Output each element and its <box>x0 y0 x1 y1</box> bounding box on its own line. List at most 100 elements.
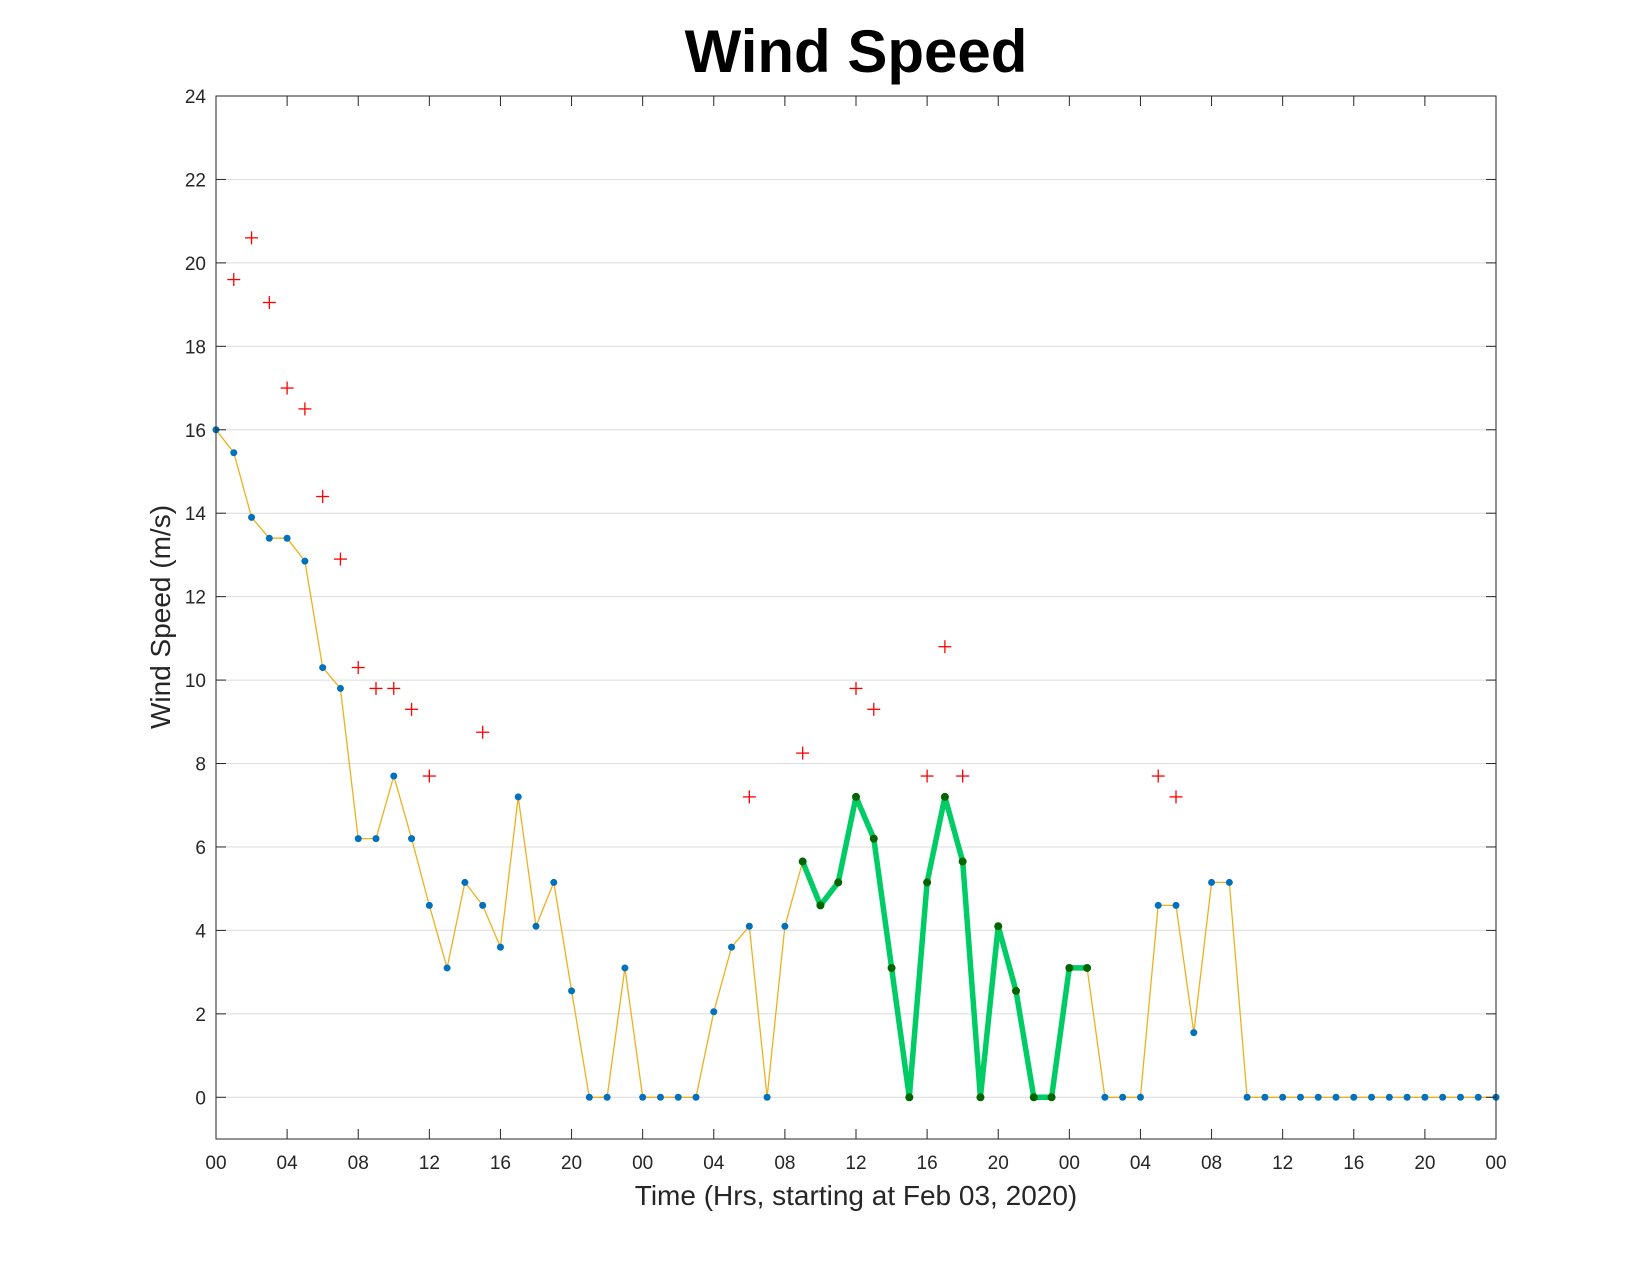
speed-data-point <box>656 1093 664 1101</box>
y-tick-label: 24 <box>185 87 207 108</box>
plot-background <box>216 96 1496 1139</box>
speed-data-point <box>230 449 238 457</box>
x-tick-label: 20 <box>988 1153 1009 1174</box>
highlighted-data-point <box>976 1093 985 1102</box>
highlighted-data-point <box>816 901 825 910</box>
speed-data-point <box>1101 1093 1109 1101</box>
gust-plus-marker <box>245 231 259 245</box>
gust-plus-marker <box>476 725 490 739</box>
y-tick-label: 20 <box>185 254 206 275</box>
speed-data-point <box>1190 1029 1198 1037</box>
highlighted-data-point <box>994 922 1003 931</box>
speed-data-point <box>692 1093 700 1101</box>
speed-data-point <box>1403 1093 1411 1101</box>
speed-data-point <box>1172 901 1180 909</box>
x-tick-label: 08 <box>774 1153 795 1174</box>
speed-data-point <box>1332 1093 1340 1101</box>
speed-data-point <box>265 534 273 542</box>
speed-data-point <box>532 922 540 930</box>
speed-data-point <box>550 878 558 886</box>
speed-data-point <box>1279 1093 1287 1101</box>
x-tick-label: 00 <box>205 1153 226 1174</box>
speed-data-point <box>1261 1093 1269 1101</box>
speed-data-point <box>621 964 629 972</box>
speed-data-point <box>1136 1093 1144 1101</box>
speed-data-point <box>319 664 327 672</box>
speed-data-point <box>728 943 736 951</box>
gust-plus-marker <box>938 640 952 654</box>
chart-title: Wind Speed <box>685 18 1028 85</box>
speed-data-point <box>1208 878 1216 886</box>
y-tick-label: 2 <box>195 1005 206 1026</box>
speed-data-point <box>1456 1093 1464 1101</box>
y-tick-label: 12 <box>185 588 206 609</box>
x-tick-label: 12 <box>845 1153 866 1174</box>
highlighted-data-point <box>940 792 949 801</box>
gust-plus-marker <box>262 296 276 310</box>
speed-data-point <box>1368 1093 1376 1101</box>
highlighted-data-point <box>887 963 896 972</box>
speed-data-point <box>1243 1093 1251 1101</box>
x-tick-label: 08 <box>348 1153 369 1174</box>
gust-plus-marker <box>920 769 934 783</box>
speed-data-point <box>1350 1093 1358 1101</box>
y-tick-label: 0 <box>195 1088 206 1109</box>
speed-data-point <box>301 557 309 565</box>
highlighted-data-point <box>1047 1093 1056 1102</box>
highlighted-data-point <box>834 878 843 887</box>
gust-plus-marker <box>742 790 756 804</box>
highlighted-data-point <box>923 878 932 887</box>
speed-data-point <box>585 1093 593 1101</box>
gust-plus-marker <box>796 746 810 760</box>
x-tick-label: 04 <box>703 1153 725 1174</box>
gust-plus-marker <box>387 681 401 695</box>
highlighted-data-point <box>1029 1093 1038 1102</box>
speed-data-point <box>603 1093 611 1101</box>
speed-data-point <box>1119 1093 1127 1101</box>
gust-plus-marker <box>1169 790 1183 804</box>
speed-data-point <box>390 772 398 780</box>
speed-data-point <box>1439 1093 1447 1101</box>
gust-plus-marker <box>227 273 241 287</box>
x-tick-label: 20 <box>1414 1153 1435 1174</box>
speed-data-point <box>1385 1093 1393 1101</box>
x-tick-label: 00 <box>632 1153 653 1174</box>
speed-data-point <box>1154 901 1162 909</box>
speed-data-point <box>1296 1093 1304 1101</box>
x-tick-label: 16 <box>917 1153 938 1174</box>
highlighted-data-point <box>958 857 967 866</box>
speed-data-point <box>1225 878 1233 886</box>
speed-data-point <box>461 878 469 886</box>
x-tick-label: 12 <box>419 1153 440 1174</box>
x-tick-label: 20 <box>561 1153 582 1174</box>
y-tick-label: 6 <box>195 838 206 859</box>
y-tick-label: 16 <box>185 421 206 442</box>
speed-data-point <box>496 943 504 951</box>
x-tick-label: 16 <box>1343 1153 1364 1174</box>
highlighted-data-point <box>798 857 807 866</box>
series-layer <box>212 231 1500 1102</box>
gust-plus-marker <box>280 381 294 395</box>
highlighted-data-point <box>1083 963 1092 972</box>
speed-data-point <box>425 901 433 909</box>
speed-data-point <box>568 987 576 995</box>
y-tick-label: 14 <box>185 504 207 525</box>
gust-plus-marker <box>298 402 312 416</box>
speed-data-point <box>443 964 451 972</box>
y-tick-label: 22 <box>185 170 206 191</box>
gust-plus-marker <box>1151 769 1165 783</box>
speed-data-point <box>763 1093 771 1101</box>
gust-plus-marker <box>351 661 365 675</box>
speed-data-point <box>674 1093 682 1101</box>
speed-data-point <box>283 534 291 542</box>
speed-data-point <box>336 684 344 692</box>
gust-plus-marker <box>405 702 419 716</box>
gust-plus-marker <box>867 702 881 716</box>
x-tick-label: 00 <box>1059 1153 1080 1174</box>
y-tick-label: 8 <box>195 755 206 776</box>
highlighted-data-point <box>1065 963 1074 972</box>
highlighted-data-point <box>869 834 878 843</box>
gust-plus-marker <box>849 681 863 695</box>
gust-plus-marker <box>956 769 970 783</box>
